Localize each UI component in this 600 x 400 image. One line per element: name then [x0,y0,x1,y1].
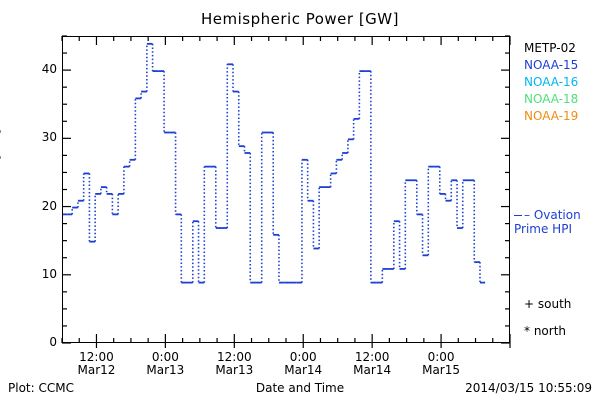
x-tick-label-group: 12:00 Mar13 [189,351,279,377]
legend-marker-south: + south [524,297,571,311]
x-tick-date: Mar14 [353,363,392,377]
x-tick-date: Mar13 [146,363,185,377]
north-marker-icon: * [524,324,534,338]
x-tick-label-group: 12:00 Mar14 [327,351,417,377]
y-tick-label: 40 [41,62,57,77]
footer-timestamp: 2014/03/15 10:55:09 [465,381,592,395]
ovation-label-line1: – Ovation [524,208,581,222]
legend-marker-north: * north [524,324,566,338]
legend-item-noaa-19[interactable]: NOAA-19 [524,109,579,123]
legend-marker-label: north [533,324,567,338]
legend-satellites: METP-02 NOAA-15 NOAA-16 NOAA-18 NOAA-19 [524,40,578,125]
legend-item-noaa-15[interactable]: NOAA-15 [524,58,579,72]
x-tick-label-group: 0:00 Mar14 [258,351,348,377]
x-axis-label: Date and Time [255,381,345,395]
x-tick-time: 0:00 [427,350,455,364]
legend-marker-label: south [537,297,572,311]
y-tick-label: 0 [49,335,57,349]
y-tick-label: 10 [41,266,57,281]
x-tick-date: Mar14 [284,363,323,377]
x-tick-time: 12:00 [79,350,114,364]
south-marker-icon: + [524,297,538,311]
legend-item-noaa-16[interactable]: NOAA-16 [524,75,579,89]
chart-title: Hemispheric Power [GW] [201,10,399,28]
legend-ovation-prime: – Ovation Prime HPI [514,208,581,236]
data-series-layer [63,42,486,284]
y-axis-label: P [GW] [0,129,2,171]
x-tick-date: Mar13 [215,363,254,377]
legend-item-metp-02[interactable]: METP-02 [524,41,576,55]
x-tick-label-group: 0:00 Mar13 [120,351,210,377]
x-tick-time: 12:00 [217,350,252,364]
y-tick-label: 20 [41,198,57,213]
x-tick-label-group: 12:00 Mar12 [51,351,141,377]
x-tick-date: Mar15 [422,363,461,377]
footer-plot-credit: Plot: CCMC [8,381,74,395]
y-tick-label: 30 [41,130,57,145]
x-tick-time: 12:00 [354,350,390,364]
ovation-label-line2: Prime HPI [514,222,572,236]
x-tick-time: 0:00 [151,350,179,364]
x-tick-label-group: 0:00 Mar15 [396,351,486,377]
legend-item-noaa-18[interactable]: NOAA-18 [524,92,579,106]
ovation-line-swatch-icon [514,215,522,216]
x-tick-time: 0:00 [289,350,317,364]
x-tick-date: Mar12 [77,363,116,377]
